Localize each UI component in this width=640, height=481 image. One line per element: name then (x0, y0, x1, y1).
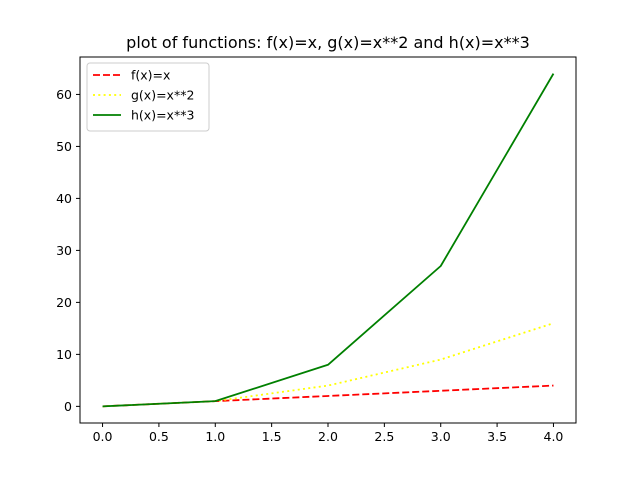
legend-box (86, 62, 210, 132)
x-tick-label: 3.5 (487, 429, 507, 444)
x-tick-label: 2.5 (374, 429, 394, 444)
legend-label: g(x)=x**2 (131, 88, 194, 103)
series-lines (102, 73, 555, 408)
x-tick-label: 2.0 (318, 429, 338, 444)
legend-label: f(x)=x (131, 68, 170, 83)
y-tick-label: 20 (56, 295, 72, 310)
chart-title: plot of functions: f(x)=x, g(x)=x**2 and… (126, 33, 530, 52)
x-tick-label: 1.0 (205, 429, 225, 444)
x-tick-label: 1.5 (262, 429, 282, 444)
x-tick-label: 0.5 (149, 429, 169, 444)
x-axis: 0.0 0.5 1.0 1.5 2.0 2.5 3.0 3.5 4.0 (93, 423, 564, 444)
y-tick-label: 40 (56, 191, 72, 206)
x-tick-label: 0.0 (93, 429, 113, 444)
legend: f(x)=x g(x)=x**2 h(x)=x**3 (86, 62, 210, 132)
y-tick-label: 50 (56, 139, 72, 154)
y-tick-label: 30 (56, 243, 72, 258)
plot-frame (79, 56, 577, 424)
x-tick-label: 4.0 (544, 429, 564, 444)
y-tick-label: 10 (56, 347, 72, 362)
x-tick-label: 3.0 (431, 429, 451, 444)
series-line-3 (102, 73, 555, 408)
y-tick-label: 60 (56, 87, 72, 102)
legend-label: h(x)=x**3 (131, 108, 194, 123)
y-tick-label: 0 (64, 399, 72, 414)
y-axis: 0 10 20 30 40 50 60 (56, 87, 80, 414)
